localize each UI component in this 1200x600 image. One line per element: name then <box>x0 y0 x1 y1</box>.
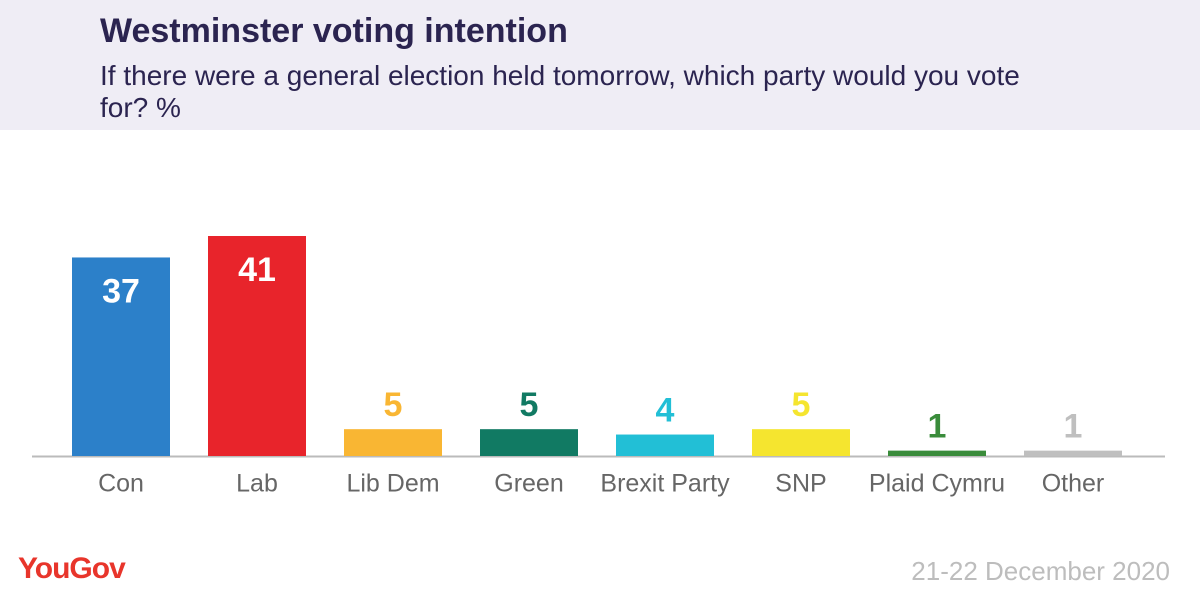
bar <box>208 236 306 456</box>
bar <box>1024 450 1122 456</box>
x-tick-label: Brexit Party <box>600 470 730 498</box>
x-tick-label: Plaid Cymru <box>869 470 1005 498</box>
bar <box>72 257 170 456</box>
value-label: 4 <box>656 392 675 430</box>
value-label: 5 <box>384 386 403 424</box>
bar <box>888 450 986 456</box>
x-tick-label: Lab <box>236 470 278 498</box>
bar <box>752 429 850 456</box>
x-tick-label: Lib Dem <box>346 470 439 498</box>
bar <box>616 434 714 456</box>
header: Westminster voting intention If there we… <box>0 0 1200 130</box>
value-label: 41 <box>238 251 276 289</box>
logo: YouGov <box>18 552 126 585</box>
value-label: 5 <box>520 386 539 424</box>
chart-subtitle: If there were a general election held to… <box>100 60 1020 123</box>
value-label: 1 <box>928 408 947 446</box>
x-tick-label: Other <box>1042 470 1105 498</box>
value-label: 1 <box>1064 408 1083 446</box>
date: 21-22 December 2020 <box>911 556 1170 586</box>
value-label: 37 <box>102 272 140 310</box>
x-tick-label: Green <box>494 470 563 498</box>
chart-title: Westminster voting intention <box>100 12 568 50</box>
bar <box>480 429 578 456</box>
value-label: 5 <box>792 386 811 424</box>
x-tick-label: Con <box>98 470 144 498</box>
bar <box>344 429 442 456</box>
x-tick-label: SNP <box>775 470 826 498</box>
